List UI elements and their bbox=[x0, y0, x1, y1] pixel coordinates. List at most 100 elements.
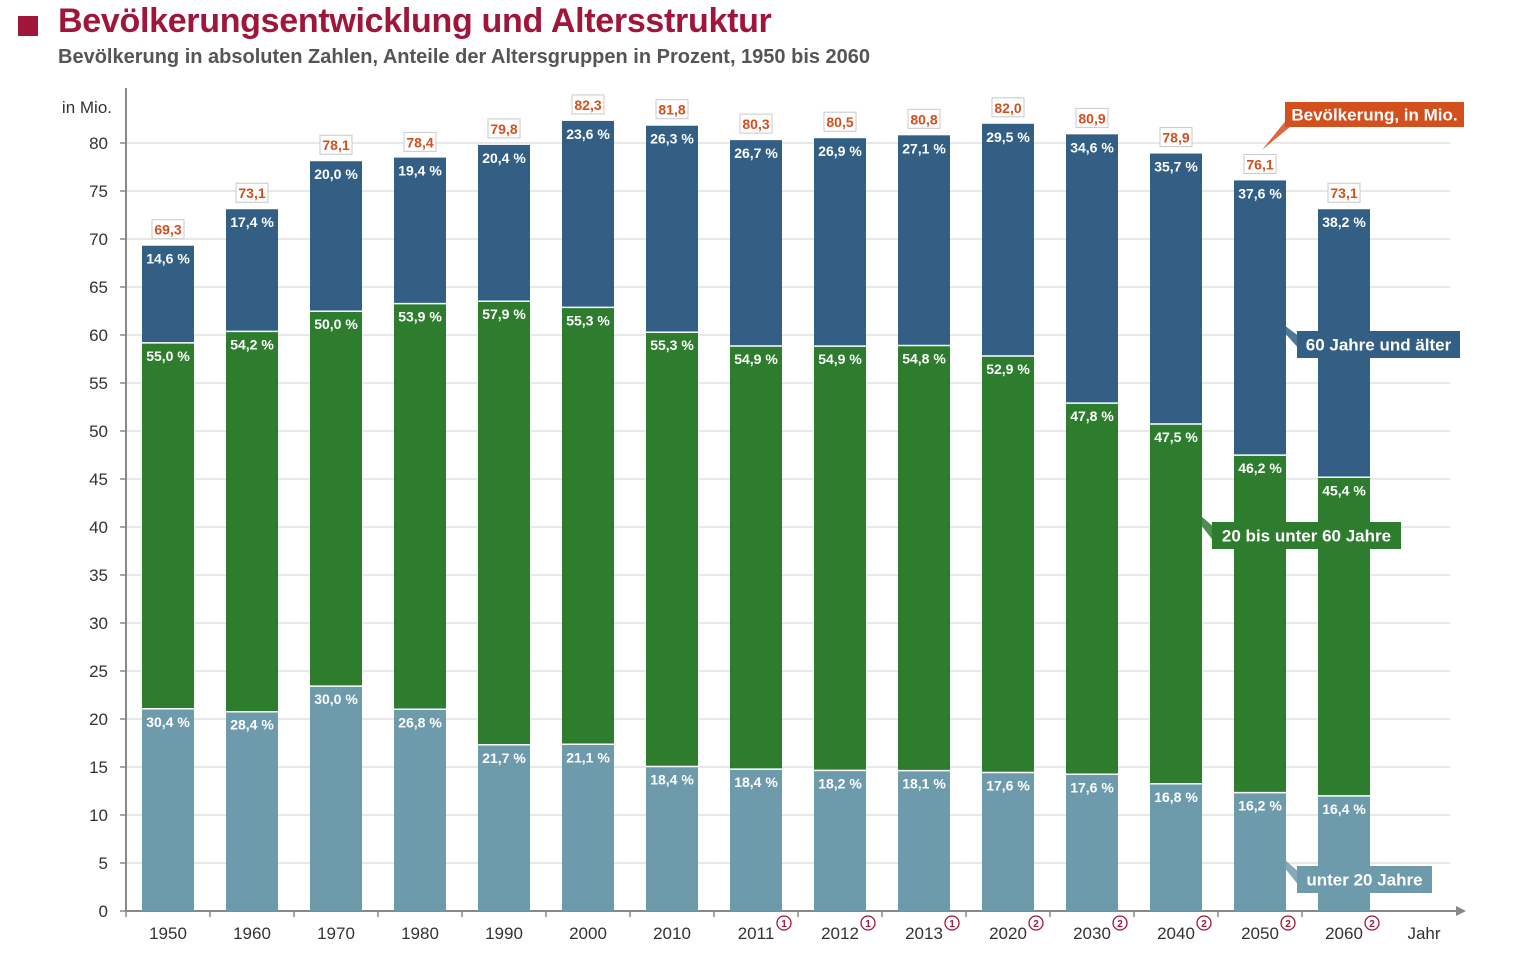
x-tick-label: 2013 bbox=[905, 924, 943, 943]
segment-percent-label: 52,9 % bbox=[986, 361, 1030, 377]
bar-segment-young bbox=[982, 772, 1034, 911]
segment-percent-label: 16,2 % bbox=[1238, 798, 1282, 814]
page-subtitle: Bevölkerung in absoluten Zahlen, Anteile… bbox=[58, 46, 871, 68]
legend-mid-box bbox=[1212, 522, 1401, 549]
total-label-box bbox=[1243, 153, 1277, 174]
footnote-marker-label: 2 bbox=[1201, 919, 1207, 930]
bar-segment-mid bbox=[814, 346, 866, 771]
footnote-marker-label: 1 bbox=[865, 919, 871, 930]
y-tick-label: 10 bbox=[89, 806, 108, 825]
total-label-box bbox=[1327, 182, 1361, 203]
bar-segment-old bbox=[1066, 134, 1118, 404]
footnote-marker-icon bbox=[1028, 915, 1044, 931]
segment-percent-label: 27,1 % bbox=[902, 140, 946, 156]
x-tick-label: 1950 bbox=[149, 924, 187, 943]
segment-percent-label: 38,2 % bbox=[1322, 214, 1366, 230]
total-label: 82,3 bbox=[574, 97, 601, 113]
x-tick-label: 2020 bbox=[989, 924, 1027, 943]
bar-segment-young bbox=[730, 769, 782, 911]
segment-percent-label: 14,6 % bbox=[146, 251, 190, 267]
y-tick-label: 55 bbox=[89, 374, 108, 393]
bar-segment-mid bbox=[1150, 423, 1202, 784]
total-label: 81,8 bbox=[658, 102, 685, 118]
segment-percent-label: 46,2 % bbox=[1238, 460, 1282, 476]
y-tick-label: 0 bbox=[99, 902, 108, 921]
segment-percent-label: 26,8 % bbox=[398, 714, 442, 730]
total-label-box bbox=[235, 182, 269, 203]
segment-percent-label: 30,0 % bbox=[314, 691, 358, 707]
bar-segment-young bbox=[1150, 783, 1202, 911]
total-label: 76,1 bbox=[1246, 156, 1273, 172]
segment-percent-label: 17,6 % bbox=[986, 777, 1030, 793]
bar-segment-young bbox=[1066, 774, 1118, 911]
bar-segment-mid bbox=[226, 331, 278, 712]
total-label: 80,8 bbox=[910, 111, 937, 127]
footnote-marker-icon bbox=[1280, 915, 1296, 931]
total-label: 79,8 bbox=[490, 121, 517, 137]
segment-percent-label: 55,3 % bbox=[566, 312, 610, 328]
x-tick-label: 1960 bbox=[233, 924, 271, 943]
legend-old-pointer-icon bbox=[1264, 310, 1300, 350]
title-square-icon bbox=[18, 16, 38, 36]
segment-percent-label: 16,4 % bbox=[1322, 801, 1366, 817]
legend-mid-label: 20 bis unter 60 Jahre bbox=[1222, 527, 1391, 546]
segment-percent-label: 21,1 % bbox=[566, 749, 610, 765]
segment-percent-label: 17,4 % bbox=[230, 214, 274, 230]
bar-segment-mid bbox=[142, 342, 194, 709]
segment-percent-label: 30,4 % bbox=[146, 714, 190, 730]
x-axis-arrow-icon bbox=[1456, 906, 1466, 916]
y-tick-label: 45 bbox=[89, 470, 108, 489]
bar-segment-mid bbox=[562, 307, 614, 745]
x-tick-label: 2060 bbox=[1325, 924, 1363, 943]
legend-young-box bbox=[1297, 866, 1432, 893]
bar-segment-mid bbox=[982, 356, 1034, 773]
total-label-box bbox=[151, 219, 185, 240]
legend-old-label: 60 Jahre und älter bbox=[1306, 336, 1452, 355]
bar-segment-young bbox=[646, 766, 698, 911]
total-label: 78,9 bbox=[1162, 130, 1189, 146]
x-tick-label: 2040 bbox=[1157, 924, 1195, 943]
bar-segment-old bbox=[478, 144, 530, 302]
total-label-box bbox=[655, 99, 689, 120]
total-label: 73,1 bbox=[238, 185, 265, 201]
bar-segment-young bbox=[1234, 792, 1286, 911]
total-label: 73,1 bbox=[1330, 185, 1357, 201]
segment-percent-label: 26,3 % bbox=[650, 131, 694, 147]
y-tick-label: 35 bbox=[89, 566, 108, 585]
segment-percent-label: 20,0 % bbox=[314, 166, 358, 182]
bar-segment-young bbox=[394, 709, 446, 911]
bar-segment-old bbox=[646, 125, 698, 333]
x-tick-label: 2011 bbox=[738, 924, 775, 943]
total-label: 78,1 bbox=[322, 137, 349, 153]
bar-segment-old bbox=[1234, 180, 1286, 456]
total-label-box bbox=[739, 113, 773, 134]
total-label-box bbox=[487, 118, 521, 139]
segment-percent-label: 23,6 % bbox=[566, 126, 610, 142]
bar-segment-young bbox=[898, 770, 950, 911]
footnote-marker-icon bbox=[1196, 915, 1212, 931]
total-label-box bbox=[571, 94, 605, 115]
y-tick-label: 60 bbox=[89, 326, 108, 345]
bar-segment-young bbox=[226, 711, 278, 911]
segment-percent-label: 50,0 % bbox=[314, 316, 358, 332]
segment-percent-label: 53,9 % bbox=[398, 309, 442, 325]
footnote-marker-label: 2 bbox=[1285, 919, 1291, 930]
bar-segment-old bbox=[898, 135, 950, 346]
legend-old-box bbox=[1297, 331, 1460, 358]
total-label-box bbox=[1159, 127, 1193, 148]
bar-segment-young bbox=[814, 770, 866, 911]
bar-segment-young bbox=[562, 744, 614, 911]
segment-percent-label: 18,2 % bbox=[818, 775, 862, 791]
x-axis-label: Jahr bbox=[1407, 924, 1440, 943]
legend-total-label: Bevölkerung, in Mio. bbox=[1291, 106, 1457, 125]
bar-segment-mid bbox=[1066, 403, 1118, 775]
footnote-marker-label: 1 bbox=[949, 919, 955, 930]
x-tick-label: 1970 bbox=[317, 924, 355, 943]
legend-young-label: unter 20 Jahre bbox=[1306, 871, 1422, 890]
total-label-box bbox=[991, 97, 1025, 118]
bar-segment-old bbox=[226, 209, 278, 332]
total-label-box bbox=[319, 134, 353, 155]
bar-segment-mid bbox=[478, 301, 530, 745]
total-label: 80,5 bbox=[826, 114, 853, 130]
